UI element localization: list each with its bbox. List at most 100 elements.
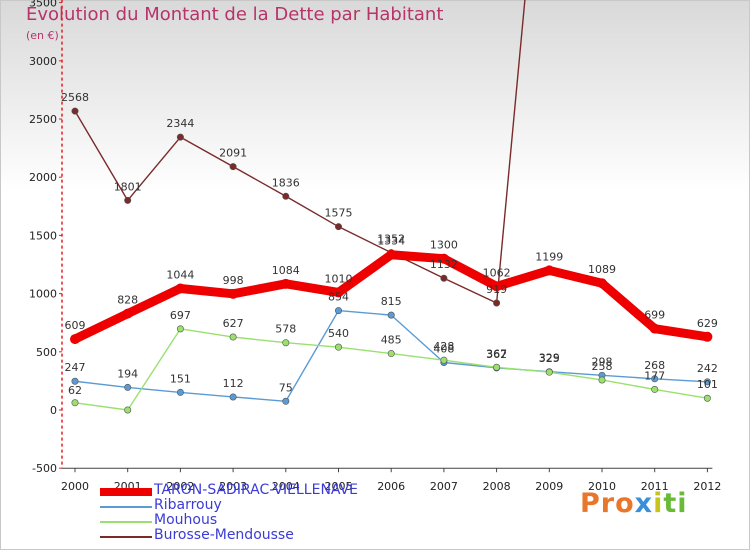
data-label: 854 [328, 291, 349, 304]
data-label: 2568 [61, 91, 89, 104]
data-label: 1801 [114, 180, 142, 193]
x-tick-label: 2006 [377, 480, 405, 493]
data-label: 1334 [377, 235, 405, 248]
data-label: 627 [223, 317, 244, 330]
data-label: 609 [65, 319, 86, 332]
legend-swatch [100, 521, 152, 523]
data-label: 998 [223, 274, 244, 287]
data-label: 329 [539, 352, 560, 365]
data-label: 1084 [272, 264, 300, 277]
data-label: 151 [170, 372, 191, 385]
chart-title: Evolution du Montant de la Dette par Hab… [26, 4, 444, 25]
y-tick-label: 0 [50, 404, 57, 417]
legend-swatch [100, 536, 152, 538]
data-point [597, 278, 607, 289]
data-point [71, 107, 79, 115]
data-point [703, 394, 711, 402]
data-label: 1089 [588, 263, 616, 276]
data-label: 1044 [166, 268, 194, 281]
x-tick-label: 2005 [325, 480, 353, 493]
data-label: 1132 [430, 258, 458, 271]
data-point [334, 343, 342, 351]
data-point [702, 331, 713, 342]
data-label: 699 [644, 309, 665, 322]
data-point [176, 325, 184, 333]
data-label: 247 [65, 361, 86, 374]
chart-unit: (en €) [26, 29, 59, 42]
data-point [440, 274, 448, 282]
x-tick-label: 2002 [166, 480, 194, 493]
data-point [703, 378, 711, 386]
legend-item-ribarrouy: Ribarrouy [100, 497, 400, 514]
data-point [651, 385, 659, 393]
legend-item-taron: TARON-SADIRAC-VIELLENAVE [100, 482, 400, 499]
legend-swatch [100, 488, 152, 496]
data-label: 540 [328, 327, 349, 340]
legend-label: Burosse-Mendousse [154, 527, 294, 543]
x-tick-label: 2008 [483, 480, 511, 493]
proxiti-logo: Proxiti [580, 488, 688, 519]
data-label: 242 [697, 362, 718, 375]
legend-item-mouhous: Mouhous [100, 512, 400, 529]
data-label: 2344 [166, 117, 194, 130]
data-point [493, 299, 501, 307]
data-label: 828 [117, 294, 138, 307]
data-point [334, 223, 342, 231]
y-tick-label: 3000 [29, 55, 57, 68]
data-label: 428 [433, 340, 454, 353]
data-label: 1836 [272, 176, 300, 189]
legend-item-burosse: Burosse-Mendousse [100, 527, 400, 544]
data-label: 2091 [219, 147, 247, 160]
data-point [124, 383, 132, 391]
data-point [70, 334, 80, 345]
data-point [386, 249, 397, 260]
data-point [438, 253, 449, 264]
y-tick-label: 500 [36, 346, 57, 359]
data-point [280, 278, 291, 289]
data-point [124, 406, 132, 414]
data-point [544, 265, 555, 276]
x-tick-label: 2003 [219, 480, 247, 493]
legend: TARON-SADIRAC-VIELLENAVE Ribarrouy Mouho… [100, 482, 400, 544]
data-label: 408 [433, 343, 454, 356]
data-label: 1062 [483, 266, 511, 279]
y-tick-label: 1000 [29, 288, 57, 301]
data-point [282, 339, 290, 347]
data-label: 485 [381, 334, 402, 347]
data-point [598, 376, 606, 384]
data-point [124, 196, 132, 204]
data-label: 177 [644, 369, 665, 382]
data-point [229, 333, 237, 341]
data-point [229, 163, 237, 171]
data-label: 362 [486, 348, 507, 361]
x-tick-label: 2011 [641, 480, 669, 493]
x-tick-label: 2004 [272, 480, 300, 493]
data-point [334, 307, 342, 315]
data-label: 75 [279, 381, 293, 394]
legend-label: Ribarrouy [154, 497, 222, 513]
y-tick-label: 2000 [29, 171, 57, 184]
data-point [122, 308, 133, 319]
data-label: 112 [223, 377, 244, 390]
data-point [545, 368, 553, 376]
data-point [387, 311, 395, 319]
data-point [491, 281, 502, 292]
x-tick-label: 2000 [61, 480, 89, 493]
data-label: 1300 [430, 239, 458, 252]
legend-label: Mouhous [154, 512, 218, 528]
data-point [333, 287, 344, 298]
y-tick-label: 3500 [29, 0, 57, 10]
data-point [176, 388, 184, 396]
data-label: 194 [117, 367, 138, 380]
data-label: 101 [697, 378, 718, 391]
data-label: 367 [486, 347, 507, 360]
data-label: 815 [381, 295, 402, 308]
data-point [71, 399, 79, 407]
data-point [175, 283, 186, 294]
x-tick-label: 2009 [535, 480, 563, 493]
data-point [282, 192, 290, 200]
data-label: 919 [486, 283, 507, 296]
data-point [282, 397, 290, 405]
data-point [387, 350, 395, 358]
y-tick-label: -500 [32, 462, 57, 475]
